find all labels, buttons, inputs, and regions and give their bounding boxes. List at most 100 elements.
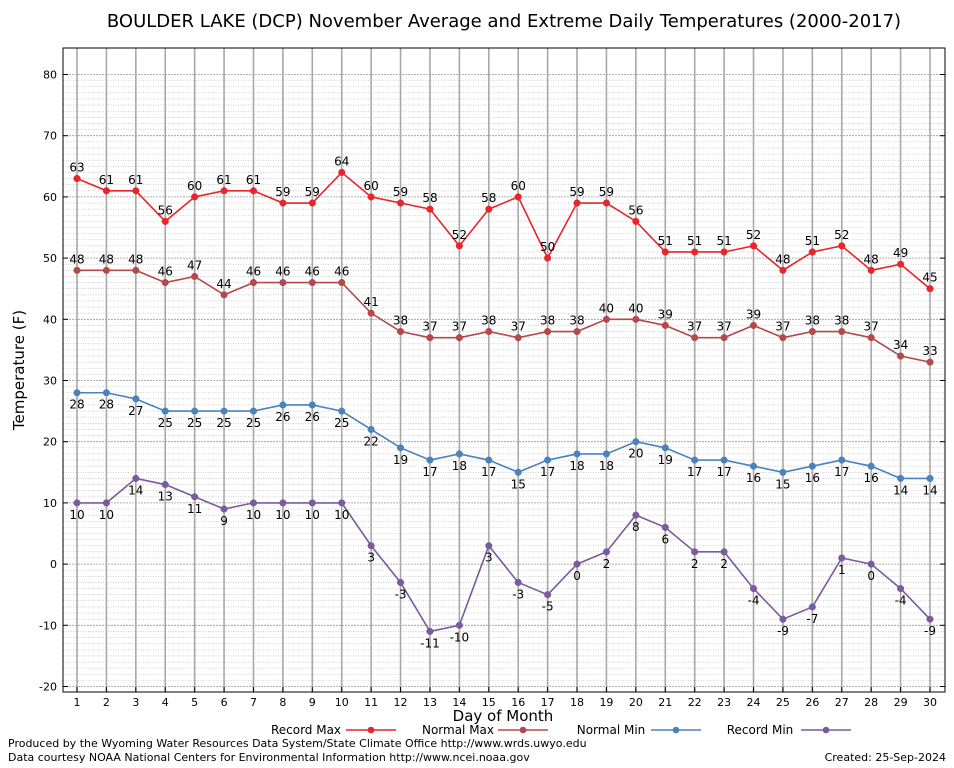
data-point bbox=[132, 395, 140, 403]
data-label: 3 bbox=[367, 551, 375, 565]
data-point bbox=[691, 248, 699, 256]
data-point bbox=[279, 199, 287, 207]
plot-frame bbox=[62, 47, 946, 693]
data-point bbox=[691, 548, 699, 556]
x-tick-label: 23 bbox=[717, 696, 731, 709]
data-label: 46 bbox=[334, 265, 349, 279]
data-label: 64 bbox=[334, 154, 349, 168]
data-label: 28 bbox=[99, 398, 114, 412]
data-label: 37 bbox=[687, 320, 702, 334]
data-label: 18 bbox=[569, 459, 584, 473]
credit-line-2: Data courtesy NOAA National Centers for … bbox=[8, 751, 530, 764]
data-point bbox=[661, 321, 669, 329]
data-label: 14 bbox=[128, 483, 143, 497]
data-point bbox=[661, 444, 669, 452]
data-point bbox=[73, 499, 81, 507]
data-label: 52 bbox=[834, 228, 849, 242]
x-tick-label: 5 bbox=[191, 696, 198, 709]
x-tick-label: 9 bbox=[309, 696, 316, 709]
data-point bbox=[514, 193, 522, 201]
data-point bbox=[367, 425, 375, 434]
data-point bbox=[632, 438, 640, 446]
data-point bbox=[867, 334, 875, 342]
data-point bbox=[397, 578, 405, 587]
data-label: 37 bbox=[775, 320, 790, 334]
data-point bbox=[308, 279, 316, 287]
data-point bbox=[808, 603, 816, 611]
data-point bbox=[220, 187, 228, 195]
y-tick-label: 0 bbox=[50, 558, 57, 571]
data-label: 46 bbox=[158, 265, 173, 279]
data-label: 9 bbox=[220, 514, 228, 528]
x-tick-label: 24 bbox=[747, 696, 761, 709]
data-label: 20 bbox=[628, 447, 643, 461]
data-label: 59 bbox=[569, 185, 584, 199]
data-point bbox=[602, 450, 610, 458]
data-label: 15 bbox=[511, 477, 526, 491]
data-label: 49 bbox=[893, 246, 908, 260]
y-tick-label: -20 bbox=[39, 681, 57, 694]
data-point bbox=[338, 168, 346, 176]
data-point bbox=[367, 309, 375, 317]
data-point bbox=[720, 548, 728, 556]
data-label: 38 bbox=[393, 314, 408, 328]
y-tick-label: 30 bbox=[43, 375, 57, 388]
data-point bbox=[426, 334, 434, 342]
data-label: 38 bbox=[569, 314, 584, 328]
data-label: 38 bbox=[481, 314, 496, 328]
data-point bbox=[161, 217, 169, 225]
data-point bbox=[308, 401, 316, 409]
x-tick-label: 18 bbox=[570, 696, 584, 709]
y-tick-label: 70 bbox=[43, 130, 57, 143]
data-label: 15 bbox=[775, 477, 790, 491]
data-point bbox=[897, 352, 905, 360]
created-date: Created: 25-Sep-2024 bbox=[824, 751, 946, 764]
x-axis-label: Day of Month bbox=[453, 707, 554, 725]
data-label: 25 bbox=[187, 416, 202, 430]
data-point bbox=[455, 450, 463, 458]
data-label: -3 bbox=[395, 587, 407, 601]
data-point bbox=[897, 474, 905, 482]
data-label: 56 bbox=[628, 203, 643, 217]
data-point bbox=[397, 327, 405, 336]
data-point bbox=[485, 456, 493, 464]
data-label: 28 bbox=[69, 398, 84, 412]
data-label: 48 bbox=[775, 252, 790, 266]
data-point bbox=[249, 499, 258, 507]
x-tick-label: 1 bbox=[74, 696, 81, 709]
data-label: 48 bbox=[864, 252, 879, 266]
data-point bbox=[308, 199, 316, 207]
data-label: 17 bbox=[834, 465, 849, 479]
data-point bbox=[632, 511, 640, 519]
data-label: 6 bbox=[661, 532, 669, 546]
data-label: -11 bbox=[420, 636, 440, 650]
data-label: 39 bbox=[658, 307, 673, 321]
data-label: 16 bbox=[746, 471, 761, 485]
data-point bbox=[779, 468, 787, 476]
data-point bbox=[926, 285, 934, 293]
x-tick-label: 8 bbox=[279, 696, 286, 709]
data-point bbox=[779, 266, 787, 274]
data-point bbox=[249, 407, 258, 415]
data-label: 25 bbox=[334, 416, 349, 430]
data-point bbox=[455, 621, 463, 629]
data-point bbox=[455, 242, 463, 250]
series-line bbox=[77, 477, 931, 633]
data-label: 37 bbox=[422, 320, 437, 334]
data-point bbox=[779, 615, 787, 623]
series-line bbox=[77, 391, 930, 480]
data-label: 60 bbox=[187, 179, 202, 193]
data-point bbox=[573, 560, 581, 568]
data-point bbox=[367, 193, 375, 201]
data-label: -7 bbox=[806, 612, 818, 626]
legend-marker bbox=[367, 726, 375, 734]
data-label: 60 bbox=[511, 179, 526, 193]
data-label: 10 bbox=[246, 508, 261, 522]
data-label: 17 bbox=[422, 465, 437, 479]
data-point bbox=[749, 585, 758, 593]
data-label: 2 bbox=[720, 557, 728, 571]
data-label: 17 bbox=[540, 465, 555, 479]
data-point bbox=[367, 542, 375, 550]
data-point bbox=[308, 499, 316, 507]
data-point bbox=[279, 401, 287, 409]
